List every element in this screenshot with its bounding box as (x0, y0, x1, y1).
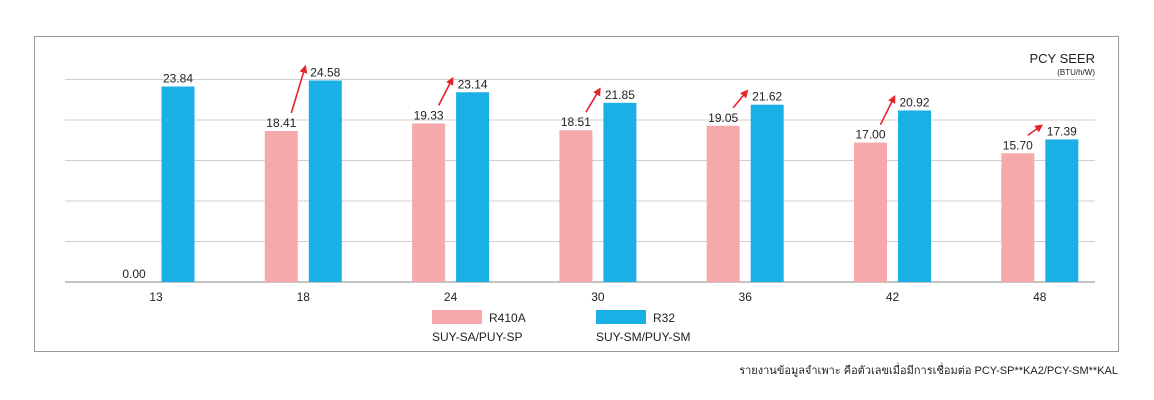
bar-r410a-30 (559, 130, 593, 282)
x-tick-label: 42 (886, 290, 900, 304)
x-tick-label: 36 (739, 290, 753, 304)
bar-r410a-42 (854, 142, 887, 282)
legend-swatch-r410a (432, 310, 482, 324)
bar-r410a-24 (412, 123, 446, 282)
bar-r410a-48 (1001, 153, 1035, 282)
seer-bar-chart: 0.00 23.84 18.41 24.58 19.33 23.14 18.51 21.85 1… (65, 51, 1095, 344)
x-tick-label: 48 (1033, 290, 1047, 304)
bar-r410a-36 (706, 125, 740, 282)
bar-r32-48 (1045, 139, 1079, 282)
bar-r32-42 (898, 110, 931, 283)
data-labels: 0.00 23.84 18.41 24.58 19.33 23.14 18.51 21.85 1… (122, 65, 1077, 281)
data-label: 0.00 (122, 267, 146, 281)
bar-r32-30 (603, 102, 637, 282)
bars (161, 80, 1079, 283)
data-label: 19.05 (708, 111, 738, 125)
x-tick-label: 30 (591, 290, 605, 304)
legend-sublabel-r32: SUY-SM/PUY-SM (596, 330, 690, 344)
data-label: 18.51 (561, 115, 591, 129)
data-label: 17.00 (855, 128, 885, 142)
improvement-arrow (437, 76, 454, 106)
chart-title: PCY SEER (1029, 51, 1095, 66)
data-label: 18.41 (266, 116, 296, 130)
improvement-arrows (290, 64, 1044, 136)
x-tick-label: 24 (444, 290, 458, 304)
chart-frame: 0.00 23.84 18.41 24.58 19.33 23.14 18.51 21.85 1… (34, 36, 1119, 352)
legend-label-r410a: R410A (489, 311, 526, 325)
improvement-arrow (585, 87, 601, 113)
chart-unit: (BTU/h/W) (1057, 68, 1095, 77)
data-label: 23.84 (163, 72, 193, 86)
data-label: 24.58 (310, 65, 340, 79)
bar-r32-24 (456, 92, 490, 282)
data-label: 21.62 (752, 90, 782, 104)
data-label: 21.85 (605, 88, 635, 102)
legend: R410A SUY-SA/PUY-SP R32 SUY-SM/PUY-SM (432, 310, 690, 344)
data-label: 20.92 (899, 95, 929, 109)
bar-r32-18 (308, 80, 342, 282)
bar-r32-36 (750, 104, 784, 282)
improvement-arrow (290, 64, 308, 114)
x-axis-tick-labels: 13 18 24 30 36 42 48 (149, 290, 1046, 304)
x-tick-label: 18 (297, 290, 311, 304)
improvement-arrow (1027, 124, 1044, 136)
bar-r410a-18 (264, 131, 298, 282)
improvement-arrow (879, 95, 896, 125)
legend-sublabel-r410a: SUY-SA/PUY-SP (432, 330, 523, 344)
legend-swatch-r32 (596, 310, 646, 324)
data-label: 19.33 (414, 108, 444, 122)
footnote: รายงานข้อมูลจำเพาะ คือตัวเลขเมื่อมีการเช… (739, 365, 1118, 377)
legend-label-r32: R32 (653, 311, 675, 325)
data-label: 23.14 (458, 77, 488, 91)
bar-r32-13 (161, 86, 195, 283)
data-label: 15.70 (1003, 138, 1033, 152)
data-label: 17.39 (1047, 124, 1077, 138)
x-tick-label: 13 (149, 290, 163, 304)
improvement-arrow (732, 89, 749, 109)
